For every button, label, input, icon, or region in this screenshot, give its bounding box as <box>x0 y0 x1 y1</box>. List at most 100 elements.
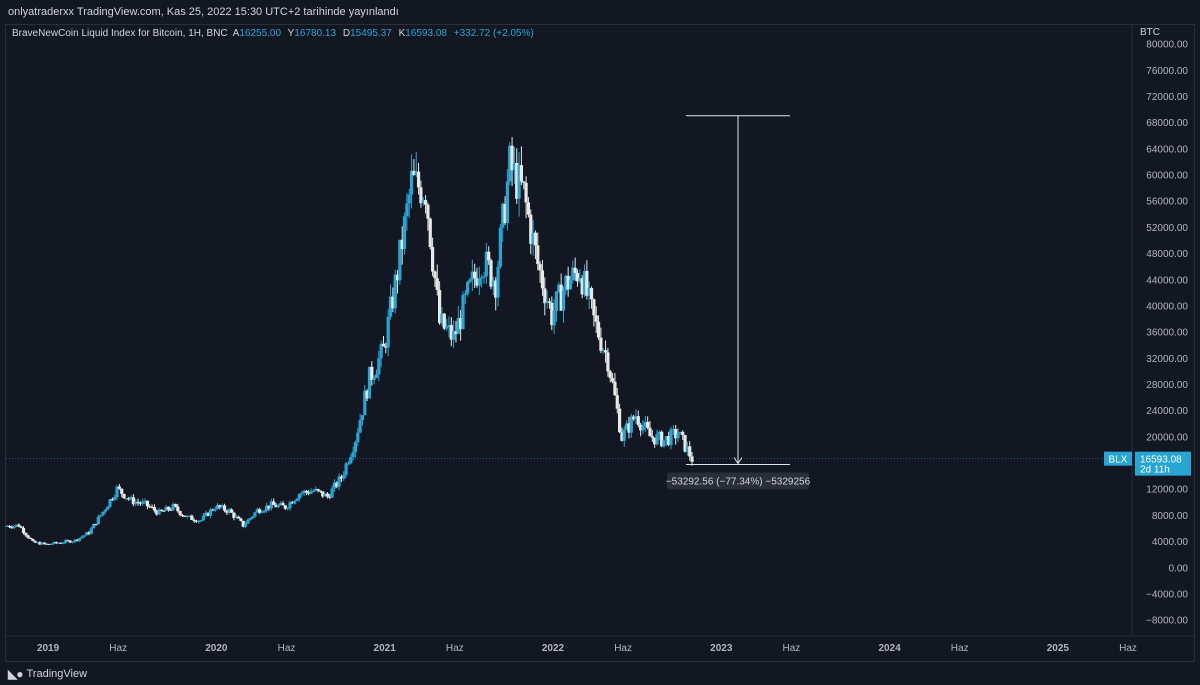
candle-body <box>28 537 33 539</box>
candle-body <box>220 505 224 508</box>
candle-body <box>557 284 561 292</box>
candle-body <box>227 509 231 513</box>
candle-body <box>416 171 421 188</box>
candle-body <box>683 435 687 452</box>
candle-body <box>148 506 152 508</box>
candle-body <box>35 542 40 544</box>
candle-body <box>468 279 472 282</box>
candle-body <box>206 512 210 516</box>
candle-body <box>494 280 498 298</box>
candle-body <box>356 432 360 443</box>
candle-body <box>204 512 208 516</box>
candle-body <box>300 493 304 495</box>
candle-body <box>78 538 82 541</box>
y-tick-label: 40000.00 <box>1146 301 1188 312</box>
candle-body <box>286 508 290 510</box>
candle-body <box>365 390 369 399</box>
candle-body <box>587 288 591 296</box>
candle-body <box>335 482 339 487</box>
x-tick-label: 2024 <box>878 643 901 654</box>
candle-body <box>568 279 573 290</box>
candle-body <box>52 542 56 544</box>
candle-body <box>225 510 229 513</box>
candle-body <box>533 232 538 246</box>
candle-body <box>419 187 423 204</box>
y-tick-label: 48000.00 <box>1146 249 1188 260</box>
y-tick-label: 12000.00 <box>1146 485 1188 496</box>
candle-body <box>414 171 418 176</box>
candle-body <box>526 202 531 215</box>
open-value: 16255.00 <box>239 28 282 39</box>
candle-body <box>554 291 559 312</box>
candle-body <box>646 421 650 428</box>
candle-body <box>561 290 566 311</box>
candle-body <box>173 504 178 507</box>
y-tick-label: 72000.00 <box>1146 92 1188 103</box>
candle-body <box>466 281 470 294</box>
open-label: A <box>232 28 240 39</box>
candle-body <box>14 524 19 527</box>
candle-body <box>459 317 463 330</box>
candle-body <box>234 516 238 518</box>
candle-body <box>653 437 657 445</box>
y-tick-label: −8000.00 <box>1146 616 1188 627</box>
y-tick-label: 24000.00 <box>1146 406 1188 417</box>
candle-body <box>625 423 629 430</box>
candle-body <box>409 170 414 195</box>
candle-body <box>40 542 44 545</box>
measure-arrow-head <box>733 457 743 465</box>
candle-body <box>304 490 308 493</box>
candle-body <box>657 431 661 435</box>
candle-body <box>475 278 479 286</box>
candle-body <box>26 535 30 538</box>
candle-body <box>395 274 400 281</box>
candle-body <box>398 239 402 281</box>
candle-body <box>267 505 271 509</box>
candle-body <box>122 493 126 499</box>
candle-body <box>377 358 381 375</box>
candle-body <box>358 420 362 433</box>
candle-body <box>251 516 255 519</box>
candle-body <box>363 390 367 416</box>
candle-body <box>169 509 173 511</box>
candle-body <box>87 532 91 535</box>
candle-body <box>678 431 682 435</box>
candle-body <box>302 490 306 494</box>
candle-body <box>199 520 203 522</box>
candle-body <box>61 542 65 544</box>
candle-body <box>536 245 540 265</box>
candle-body <box>421 200 425 204</box>
candle-body <box>307 492 311 494</box>
candle-body <box>508 145 512 182</box>
candle-body <box>183 515 187 517</box>
high-label: Y <box>287 28 295 39</box>
candle-body <box>31 538 35 541</box>
candle-body <box>73 539 77 542</box>
candle-body <box>428 218 432 248</box>
candle-body <box>613 381 617 396</box>
candle-body <box>470 271 474 280</box>
candle-body <box>596 321 601 338</box>
candle-body <box>412 170 416 176</box>
candle-body <box>339 476 344 479</box>
candle-body <box>463 293 467 295</box>
candle-body <box>265 505 269 511</box>
candle-body <box>620 432 624 441</box>
candle-body <box>491 280 495 287</box>
candle-body <box>314 489 318 491</box>
candle-body <box>10 527 14 529</box>
tradingview-logo[interactable]: ◣● TradingView <box>8 667 87 681</box>
low-label: D <box>342 28 351 39</box>
candle-body <box>159 509 164 511</box>
x-tick-label: Haz <box>446 643 464 654</box>
candle-body <box>239 518 243 521</box>
candle-body <box>295 498 299 501</box>
candle-body <box>449 325 453 340</box>
candle-body <box>685 446 689 452</box>
candle-body <box>276 505 280 508</box>
last-price-symbol: BLX <box>1109 455 1128 466</box>
candle-body <box>480 277 484 279</box>
candle-body <box>229 509 234 513</box>
candle-body <box>297 494 301 499</box>
